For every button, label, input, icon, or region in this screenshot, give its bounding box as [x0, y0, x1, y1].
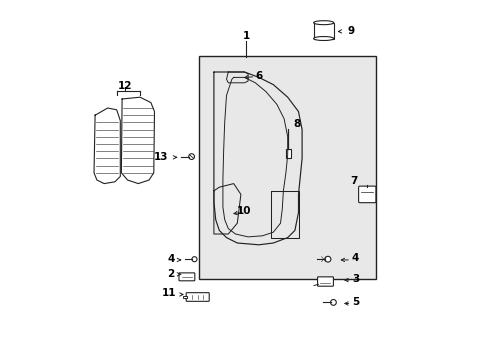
FancyBboxPatch shape	[317, 277, 333, 286]
Text: 3: 3	[352, 274, 359, 284]
FancyBboxPatch shape	[179, 273, 194, 281]
Text: 10: 10	[237, 206, 251, 216]
FancyBboxPatch shape	[186, 293, 209, 301]
Ellipse shape	[313, 21, 333, 24]
Text: 12: 12	[118, 81, 132, 91]
Text: 4: 4	[167, 254, 174, 264]
Text: 11: 11	[162, 288, 176, 298]
Circle shape	[330, 300, 336, 305]
Text: 6: 6	[255, 71, 262, 81]
Circle shape	[188, 154, 194, 159]
FancyBboxPatch shape	[313, 23, 333, 39]
Circle shape	[325, 256, 330, 262]
Circle shape	[192, 257, 197, 262]
FancyBboxPatch shape	[199, 56, 375, 279]
Text: 5: 5	[352, 297, 359, 307]
FancyBboxPatch shape	[358, 186, 375, 203]
Text: 13: 13	[153, 152, 168, 162]
Text: 4: 4	[351, 253, 358, 264]
Text: 2: 2	[167, 269, 174, 279]
Text: 8: 8	[293, 119, 300, 129]
Text: 9: 9	[346, 26, 353, 36]
Text: 1: 1	[242, 31, 249, 41]
FancyBboxPatch shape	[182, 296, 186, 298]
FancyBboxPatch shape	[285, 149, 290, 158]
Ellipse shape	[313, 36, 333, 40]
Text: 7: 7	[349, 176, 356, 186]
